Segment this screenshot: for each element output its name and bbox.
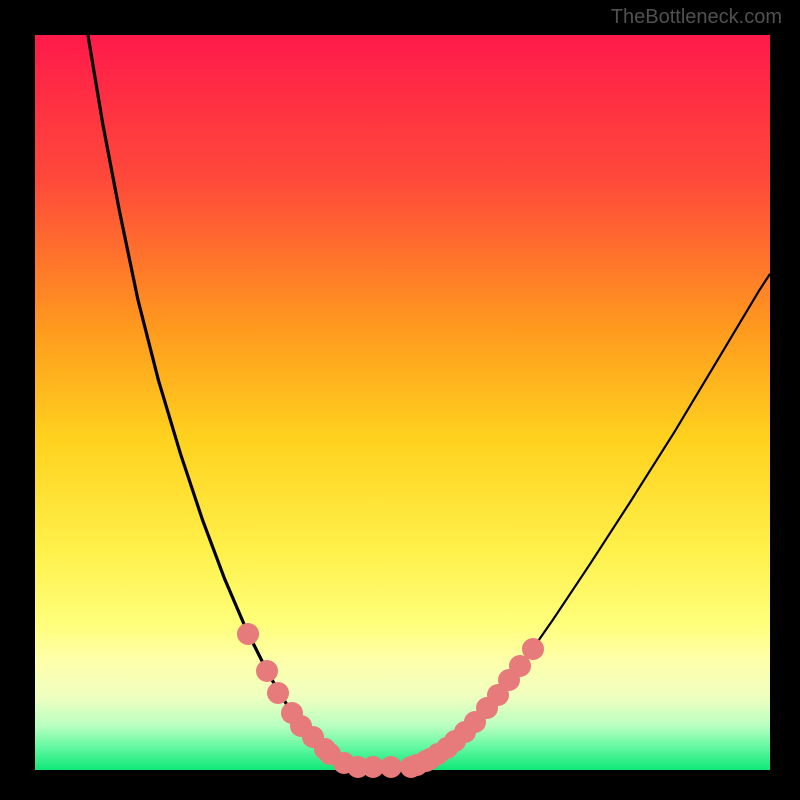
marker (267, 682, 289, 704)
plot-area (35, 35, 770, 770)
marker (380, 756, 402, 778)
marker (522, 638, 544, 660)
marker (237, 623, 259, 645)
curves-svg (35, 35, 770, 770)
watermark-text: TheBottleneck.com (611, 6, 782, 29)
curve-left (88, 35, 358, 767)
curve-right (411, 274, 770, 767)
marker (256, 660, 278, 682)
